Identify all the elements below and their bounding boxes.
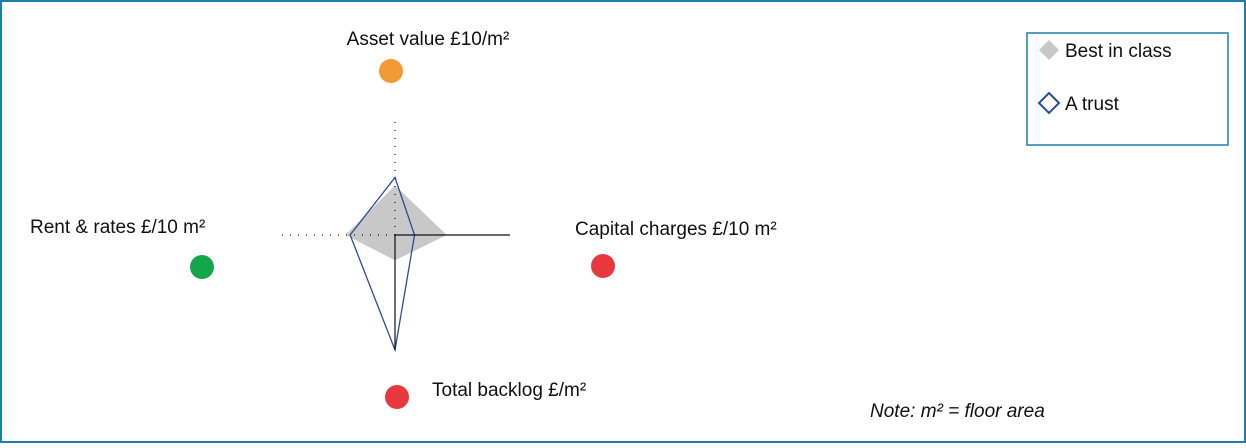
status-dot xyxy=(591,254,615,278)
note: Note: m² = floor area xyxy=(870,401,1045,422)
legend-label: Best in class xyxy=(1065,41,1172,62)
legend-marker xyxy=(1037,91,1061,115)
legend-label: A trust xyxy=(1065,94,1120,115)
axis-label: Asset value £10/m² xyxy=(347,29,510,50)
status-dot xyxy=(385,385,409,409)
axis-label: Capital charges £/10 m² xyxy=(575,219,777,240)
legend-box xyxy=(1026,32,1229,146)
series-polygon xyxy=(345,185,447,261)
status-dot xyxy=(190,255,214,279)
axis-label: Total backlog £/m² xyxy=(432,380,586,401)
axis-label: Rent & rates £/10 m² xyxy=(30,217,205,238)
legend-marker xyxy=(1039,40,1059,60)
status-dot xyxy=(379,59,403,83)
